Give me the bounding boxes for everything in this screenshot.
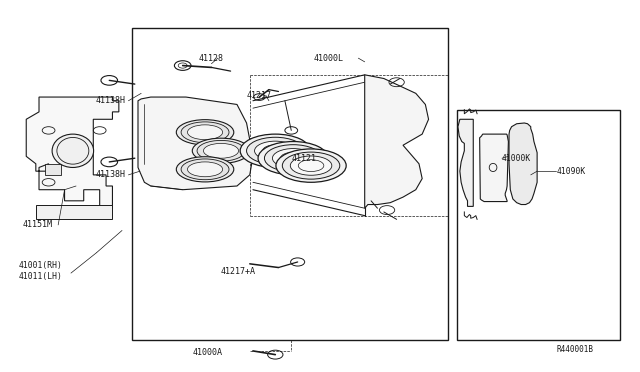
Ellipse shape [181, 122, 229, 142]
Text: 41138H: 41138H [95, 96, 125, 105]
Ellipse shape [188, 125, 223, 140]
Polygon shape [45, 164, 61, 175]
Polygon shape [138, 97, 253, 190]
Text: R440001B: R440001B [556, 344, 593, 353]
Ellipse shape [291, 156, 332, 175]
Ellipse shape [255, 141, 296, 160]
Ellipse shape [192, 138, 250, 163]
Ellipse shape [240, 134, 310, 167]
Text: 41000K: 41000K [502, 154, 531, 163]
Text: 41217: 41217 [246, 91, 271, 100]
Polygon shape [479, 134, 508, 202]
Polygon shape [36, 205, 113, 219]
Text: 41138H: 41138H [95, 170, 125, 179]
Bar [458, 110, 620, 340]
Ellipse shape [246, 137, 304, 164]
Text: 41011(LH): 41011(LH) [19, 272, 63, 281]
Ellipse shape [273, 148, 314, 168]
Bar [132, 29, 448, 340]
Ellipse shape [264, 145, 322, 172]
Text: 41128: 41128 [198, 54, 223, 62]
Ellipse shape [276, 149, 346, 182]
Ellipse shape [176, 120, 234, 145]
Text: 41000A: 41000A [192, 347, 222, 356]
Text: 41217+A: 41217+A [221, 267, 256, 276]
Text: 41121: 41121 [291, 154, 316, 163]
Ellipse shape [52, 134, 93, 167]
Polygon shape [26, 97, 119, 208]
Ellipse shape [176, 157, 234, 182]
Text: 41000L: 41000L [314, 54, 344, 62]
Polygon shape [509, 123, 537, 205]
Ellipse shape [181, 159, 229, 180]
Ellipse shape [197, 140, 245, 161]
Ellipse shape [282, 152, 340, 179]
Ellipse shape [188, 162, 223, 177]
Ellipse shape [258, 141, 328, 175]
Text: 41151M: 41151M [23, 221, 53, 230]
Text: 41001(RH): 41001(RH) [19, 261, 63, 270]
Polygon shape [365, 75, 429, 208]
Polygon shape [458, 119, 473, 206]
Text: 41090K: 41090K [556, 167, 586, 176]
Ellipse shape [204, 143, 239, 158]
